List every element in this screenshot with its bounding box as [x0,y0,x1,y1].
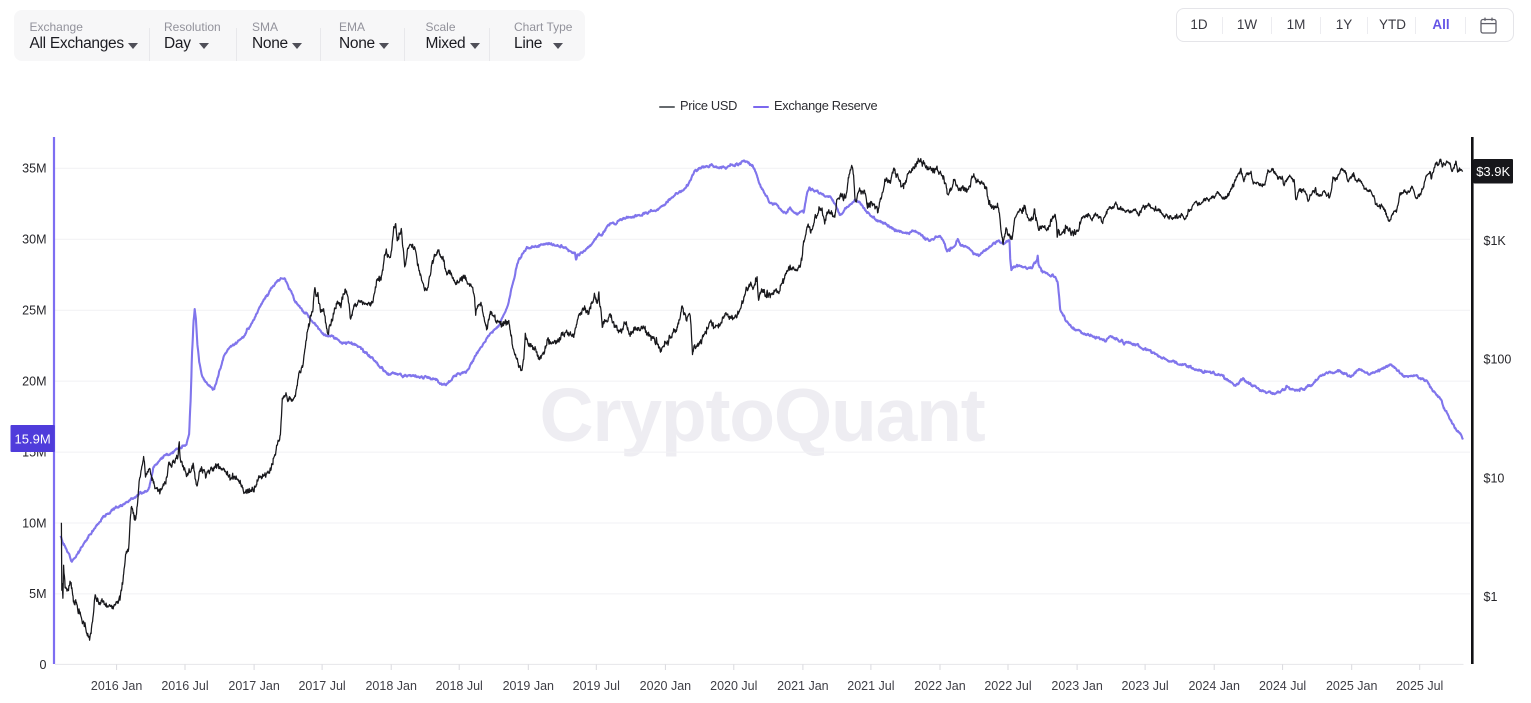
svg-text:2017 Jul: 2017 Jul [298,679,345,693]
svg-text:2022 Jul: 2022 Jul [984,679,1031,693]
svg-text:2025 Jul: 2025 Jul [1396,679,1443,693]
svg-text:$3.9K: $3.9K [1476,164,1510,179]
svg-text:2020 Jan: 2020 Jan [640,679,691,693]
svg-text:2018 Jul: 2018 Jul [436,679,483,693]
svg-text:2019 Jul: 2019 Jul [573,679,620,693]
svg-text:25M: 25M [22,304,46,318]
svg-text:2023 Jul: 2023 Jul [1121,679,1168,693]
svg-text:2024 Jan: 2024 Jan [1188,679,1239,693]
svg-text:$1: $1 [1484,590,1498,604]
svg-text:10M: 10M [22,516,46,530]
svg-text:2019 Jan: 2019 Jan [503,679,554,693]
svg-text:2020 Jul: 2020 Jul [710,679,757,693]
svg-text:2016 Jan: 2016 Jan [91,679,142,693]
svg-text:2022 Jan: 2022 Jan [914,679,965,693]
svg-text:2016 Jul: 2016 Jul [161,679,208,693]
svg-text:2021 Jan: 2021 Jan [777,679,828,693]
svg-text:$10: $10 [1484,471,1505,485]
svg-text:30M: 30M [22,233,46,247]
svg-text:2024 Jul: 2024 Jul [1259,679,1306,693]
svg-text:0: 0 [40,658,47,672]
svg-text:20M: 20M [22,374,46,388]
svg-text:5M: 5M [29,587,46,601]
svg-text:2021 Jul: 2021 Jul [847,679,894,693]
svg-text:2017 Jan: 2017 Jan [228,679,279,693]
svg-text:15.9M: 15.9M [15,432,51,447]
svg-text:35M: 35M [22,162,46,176]
svg-text:$1K: $1K [1484,234,1507,248]
svg-text:CryptoQuant: CryptoQuant [539,373,985,457]
svg-text:2018 Jan: 2018 Jan [365,679,416,693]
svg-text:2023 Jan: 2023 Jan [1051,679,1102,693]
svg-text:$100: $100 [1484,353,1512,367]
svg-text:2025 Jan: 2025 Jan [1326,679,1377,693]
